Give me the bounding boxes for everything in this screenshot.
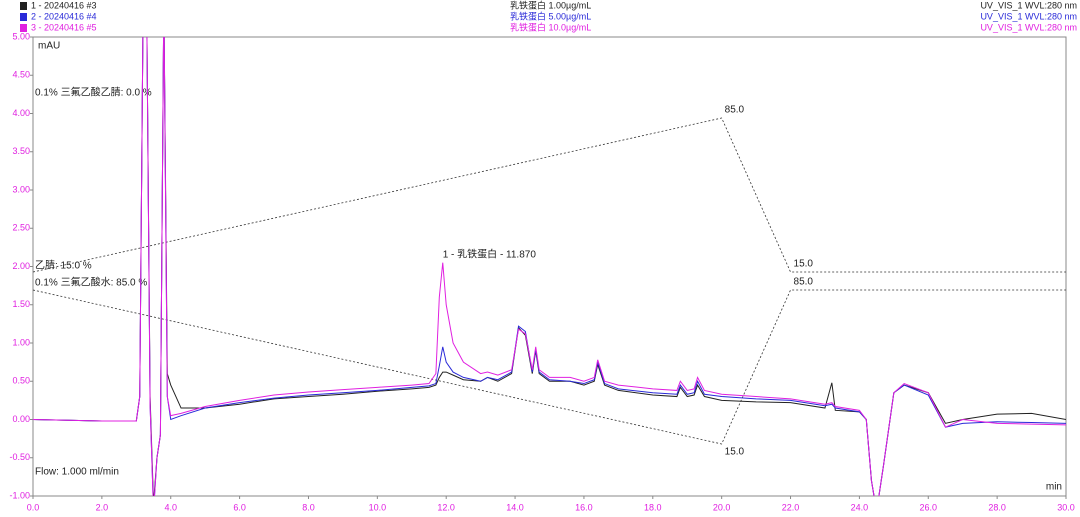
legend-icon (20, 2, 27, 10)
legend-name: 1 - 20240416 #3 (31, 0, 97, 10)
x-tick-label: 24.0 (851, 502, 869, 512)
x-tick-label: 30.0 (1057, 502, 1075, 512)
trace (33, 37, 1066, 496)
legend-channel: UV_VIS_1 WVL:280 nm (980, 0, 1077, 10)
legend-icon (20, 13, 27, 21)
gradient-label: 0.1% 三氟乙酸水: 85.0 % (35, 276, 147, 289)
gradient-point-label: 15.0 (725, 447, 745, 458)
legend-channel: UV_VIS_1 WVL:280 nm (980, 11, 1077, 21)
gradient-label: 0.1% 三氟乙酸乙腈: 0.0 % (35, 86, 152, 99)
y-tick-label: 5.00 (12, 31, 30, 41)
y-tick-label: 1.50 (12, 299, 30, 309)
legend-sample: 乳铁蛋白 10.0µg/mL (510, 21, 591, 32)
y-tick-label: 2.00 (12, 261, 30, 271)
y-tick-label: 4.50 (12, 70, 30, 80)
legend-icon (20, 24, 27, 32)
x-tick-label: 6.0 (233, 502, 246, 512)
legend-sample: 乳铁蛋白 1.00µg/mL (510, 0, 591, 10)
gradient-line (32, 117, 1066, 273)
x-tick-label: 8.0 (302, 502, 315, 512)
gradient-point-label: 85.0 (725, 105, 745, 116)
x-tick-label: 20.0 (713, 502, 731, 512)
gradient-point-label: 85.0 (794, 277, 814, 288)
x-tick-label: 14.0 (506, 502, 524, 512)
plot-frame (32, 36, 1067, 497)
traces (33, 37, 1066, 496)
x-tick-label: 10.0 (369, 502, 387, 512)
x-tick-label: 18.0 (644, 502, 662, 512)
x-tick-label: 16.0 (575, 502, 593, 512)
x-tick-label: 4.0 (164, 502, 177, 512)
x-tick-label: 28.0 (988, 502, 1006, 512)
x-unit: min (1046, 482, 1062, 493)
peak-label: 1 - 乳铁蛋白 - 11.870 (443, 248, 537, 261)
y-tick-label: 0.50 (12, 376, 30, 386)
y-tick-label: -0.50 (9, 452, 30, 462)
y-tick-label: 4.00 (12, 108, 30, 118)
x-tick-label: 26.0 (920, 502, 938, 512)
x-tick-label: 0.0 (27, 502, 40, 512)
y-tick-label: 3.50 (12, 146, 30, 156)
y-tick-label: 2.50 (12, 223, 30, 233)
y-tick-label: 3.00 (12, 184, 30, 194)
gradient-line (32, 289, 1066, 445)
y-tick-label: 0.00 (12, 414, 30, 424)
gradient-point-label: 15.0 (794, 259, 814, 270)
trace (33, 37, 1066, 496)
legend-sample: 乳铁蛋白 5.00µg/mL (510, 10, 591, 21)
y-tick-label: -1.00 (9, 490, 30, 500)
y-unit: mAU (38, 41, 60, 52)
gradient-label: 乙腈: 15.0 % (35, 259, 92, 272)
legend-channel: UV_VIS_1 WVL:280 nm (980, 22, 1077, 32)
x-tick-label: 2.0 (96, 502, 109, 512)
legend-name: 3 - 20240416 #5 (31, 22, 97, 32)
flow-label: Flow: 1.000 ml/min (35, 467, 119, 478)
legend-name: 2 - 20240416 #4 (31, 11, 97, 21)
x-tick-label: 22.0 (782, 502, 800, 512)
y-tick-label: 1.00 (12, 337, 30, 347)
trace (33, 37, 1066, 496)
x-tick-label: 12.0 (437, 502, 455, 512)
